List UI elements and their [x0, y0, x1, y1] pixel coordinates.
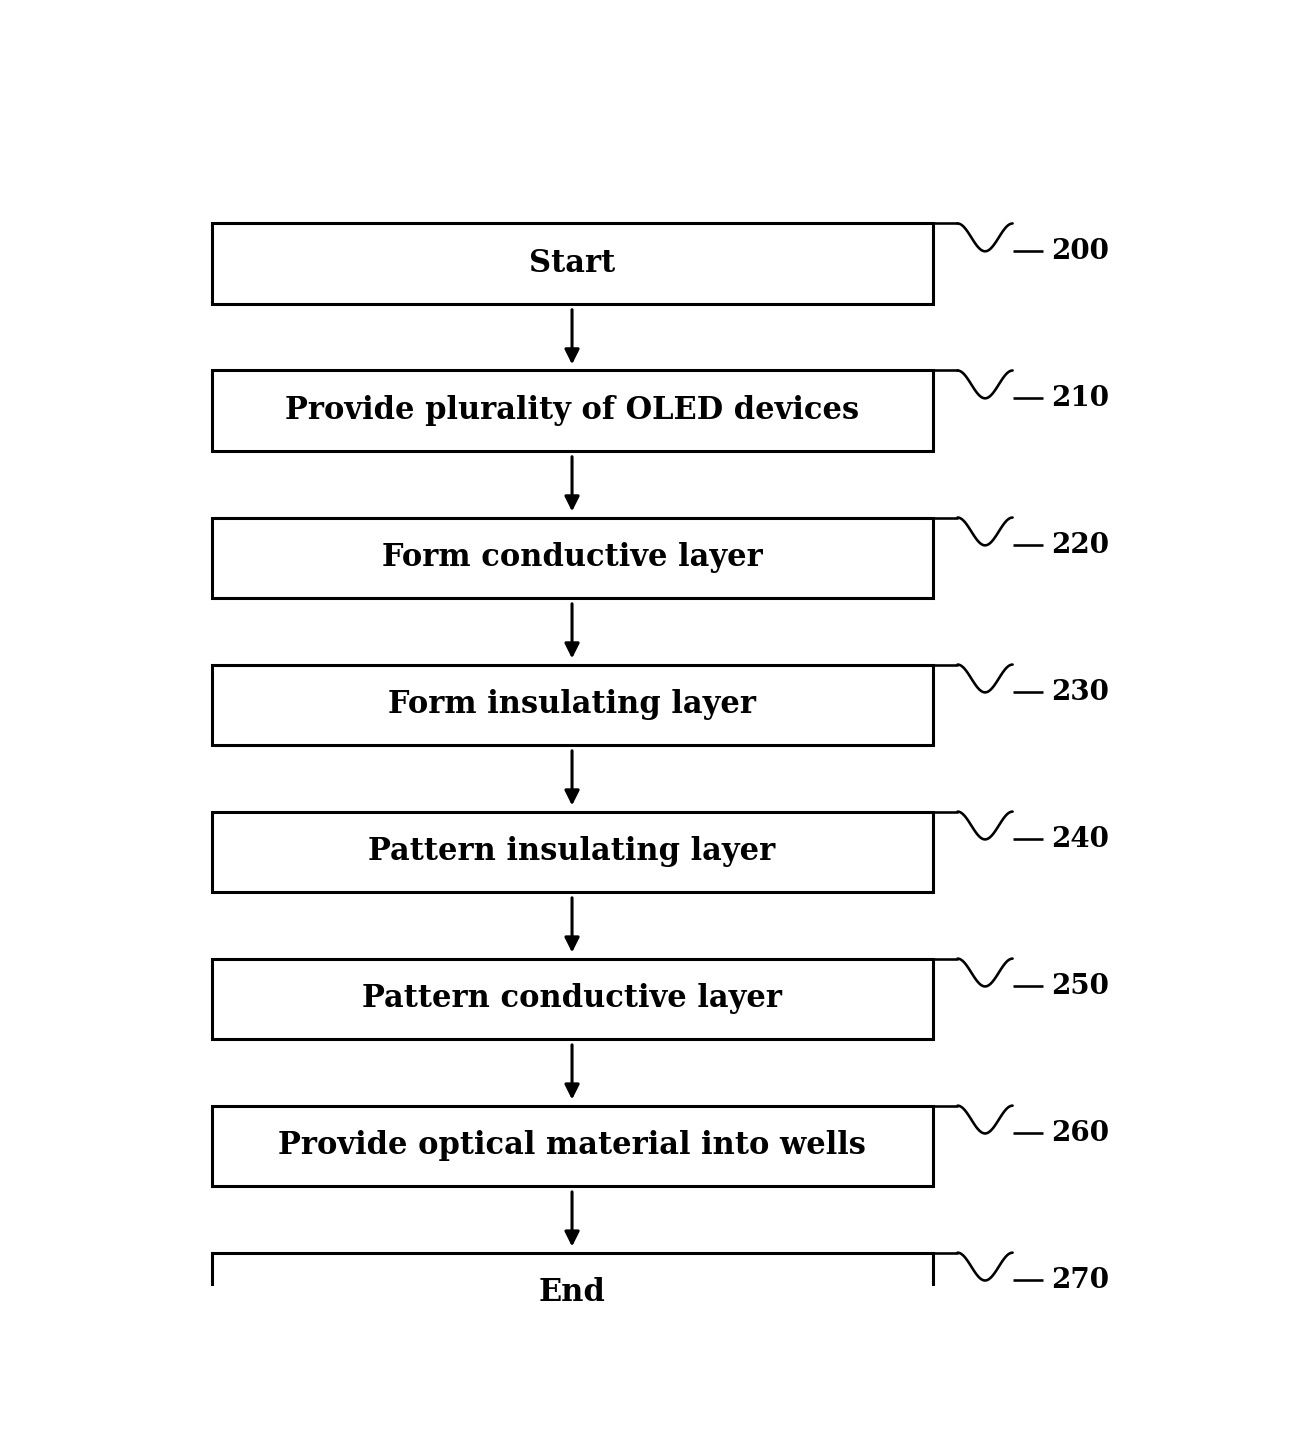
Text: Start: Start — [528, 249, 615, 279]
Text: Provide optical material into wells: Provide optical material into wells — [278, 1130, 866, 1162]
Bar — [212, 370, 933, 451]
Bar — [212, 812, 933, 892]
Text: 270: 270 — [1050, 1267, 1109, 1293]
Bar — [212, 1105, 933, 1186]
Text: 220: 220 — [1050, 532, 1109, 559]
Bar — [212, 224, 933, 303]
Text: 230: 230 — [1050, 679, 1109, 705]
Text: Pattern insulating layer: Pattern insulating layer — [368, 837, 775, 867]
Text: Form insulating layer: Form insulating layer — [388, 689, 756, 720]
Text: 200: 200 — [1050, 238, 1109, 264]
Text: 210: 210 — [1050, 384, 1109, 412]
Text: End: End — [539, 1277, 606, 1308]
Text: Form conductive layer: Form conductive layer — [381, 542, 762, 574]
Bar — [212, 958, 933, 1039]
Text: 240: 240 — [1050, 827, 1109, 853]
Bar — [212, 1253, 933, 1332]
Text: 250: 250 — [1050, 972, 1109, 1000]
Bar — [212, 665, 933, 744]
Bar — [212, 517, 933, 598]
Text: 260: 260 — [1050, 1120, 1109, 1147]
Text: Provide plurality of OLED devices: Provide plurality of OLED devices — [286, 394, 859, 426]
Text: Pattern conductive layer: Pattern conductive layer — [362, 983, 782, 1014]
